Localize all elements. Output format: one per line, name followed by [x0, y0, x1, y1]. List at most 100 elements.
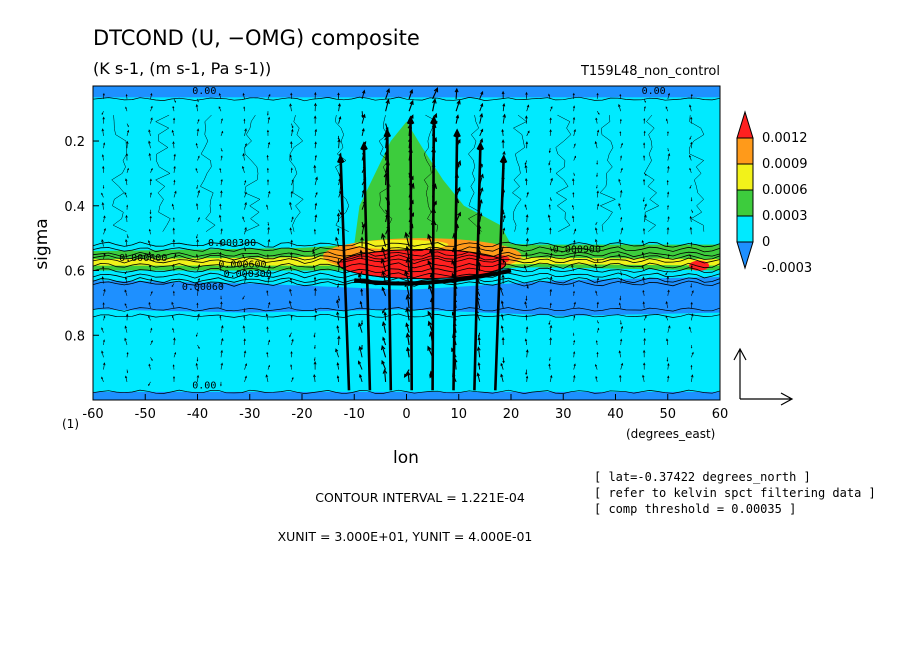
wind-vector — [385, 88, 390, 100]
wind-vector-strong — [406, 115, 415, 391]
wind-vector — [244, 375, 247, 382]
wind-vector — [620, 167, 623, 173]
wind-vector — [314, 128, 318, 136]
wind-vector — [571, 215, 575, 223]
wind-vector — [596, 277, 599, 284]
wind-vector — [313, 276, 317, 284]
wind-vector — [690, 301, 693, 309]
wind-vector — [150, 278, 153, 284]
wind-vector — [220, 190, 223, 198]
wind-vector — [243, 338, 246, 346]
wind-vector — [290, 251, 293, 259]
wind-vector — [126, 204, 129, 210]
wind-vector — [338, 116, 342, 124]
wind-vector — [289, 154, 292, 161]
wind-vector — [337, 92, 340, 99]
wind-vector — [126, 129, 130, 136]
wind-vector — [172, 315, 175, 321]
wind-vector — [313, 164, 317, 173]
wind-vector — [171, 301, 175, 309]
wind-vector — [690, 265, 693, 272]
wind-vector — [102, 265, 105, 272]
wind-vector — [102, 185, 105, 189]
wind-vector — [666, 241, 669, 247]
wind-vector — [267, 190, 271, 198]
wind-vector — [643, 337, 646, 346]
x-tick-label: -60 — [82, 407, 103, 422]
wind-vector — [500, 373, 504, 383]
x-axis-label: lon — [393, 448, 419, 468]
shaded-field — [93, 86, 720, 400]
wind-vector — [358, 272, 363, 284]
wind-vector — [197, 189, 201, 198]
wind-vector — [572, 283, 575, 288]
wind-vector — [291, 376, 294, 383]
wind-vector — [665, 315, 669, 321]
x-tick-label: 40 — [607, 407, 624, 422]
wind-vector — [125, 253, 128, 259]
wind-vector — [502, 258, 505, 264]
contour-line-dense — [353, 268, 512, 286]
wind-vector — [265, 313, 269, 321]
field-yellow-cap — [354, 239, 449, 250]
wind-vector — [149, 178, 152, 186]
wind-vector — [525, 369, 528, 376]
wind-vector — [289, 201, 292, 210]
field-top-strip — [93, 86, 720, 98]
y-tick-label: 0.6 — [64, 265, 85, 280]
wind-vector — [195, 142, 198, 149]
wind-vector — [267, 116, 271, 124]
contour-label: 0.000600 — [119, 253, 167, 264]
colorbar-top-arrow — [736, 110, 754, 139]
wind-vector — [408, 88, 414, 100]
wind-vector — [689, 215, 692, 223]
wind-vector — [502, 214, 506, 223]
wind-vector — [337, 135, 340, 140]
wind-vector — [690, 93, 693, 99]
wind-vector — [690, 141, 693, 149]
wind-vector — [620, 338, 623, 346]
wind-vector — [172, 364, 175, 370]
wind-vector — [219, 203, 222, 210]
wind-vector — [667, 148, 669, 152]
wind-vector — [525, 91, 528, 99]
wind-vector — [312, 246, 316, 252]
wind-vector — [290, 141, 293, 149]
wind-vector — [314, 314, 317, 321]
wind-vector — [479, 102, 484, 112]
wind-vector — [290, 190, 293, 198]
wind-vector — [103, 315, 106, 321]
wind-vector — [290, 239, 293, 247]
wind-vector — [314, 91, 317, 99]
wind-vector — [197, 278, 200, 284]
wind-vector — [149, 209, 152, 215]
wind-vector — [525, 237, 529, 247]
wind-vector — [173, 153, 176, 161]
wind-vector — [244, 191, 247, 198]
wind-vector — [148, 381, 151, 387]
wind-vector — [643, 203, 647, 210]
wind-vector — [549, 265, 552, 272]
wind-vector — [242, 325, 246, 333]
wind-vector — [620, 277, 623, 284]
wind-vector — [620, 155, 622, 161]
wind-vector — [150, 327, 153, 333]
wind-vector — [266, 167, 269, 173]
wind-vector — [667, 253, 670, 259]
wind-vector — [291, 128, 294, 136]
wind-vector — [526, 283, 529, 289]
wind-vector — [243, 118, 246, 124]
wind-vector — [526, 191, 529, 198]
wind-vector — [361, 127, 365, 137]
y-tick-label: 0.8 — [64, 329, 85, 344]
wind-vector — [101, 111, 104, 116]
wind-vector — [243, 308, 246, 313]
wind-vector — [125, 140, 129, 149]
wind-vector — [173, 351, 177, 358]
wind-vector — [502, 102, 506, 112]
wind-vector — [220, 178, 223, 186]
wind-vector — [173, 179, 176, 186]
contour-label: 0.000300 — [224, 269, 272, 280]
wind-vector — [360, 236, 364, 247]
